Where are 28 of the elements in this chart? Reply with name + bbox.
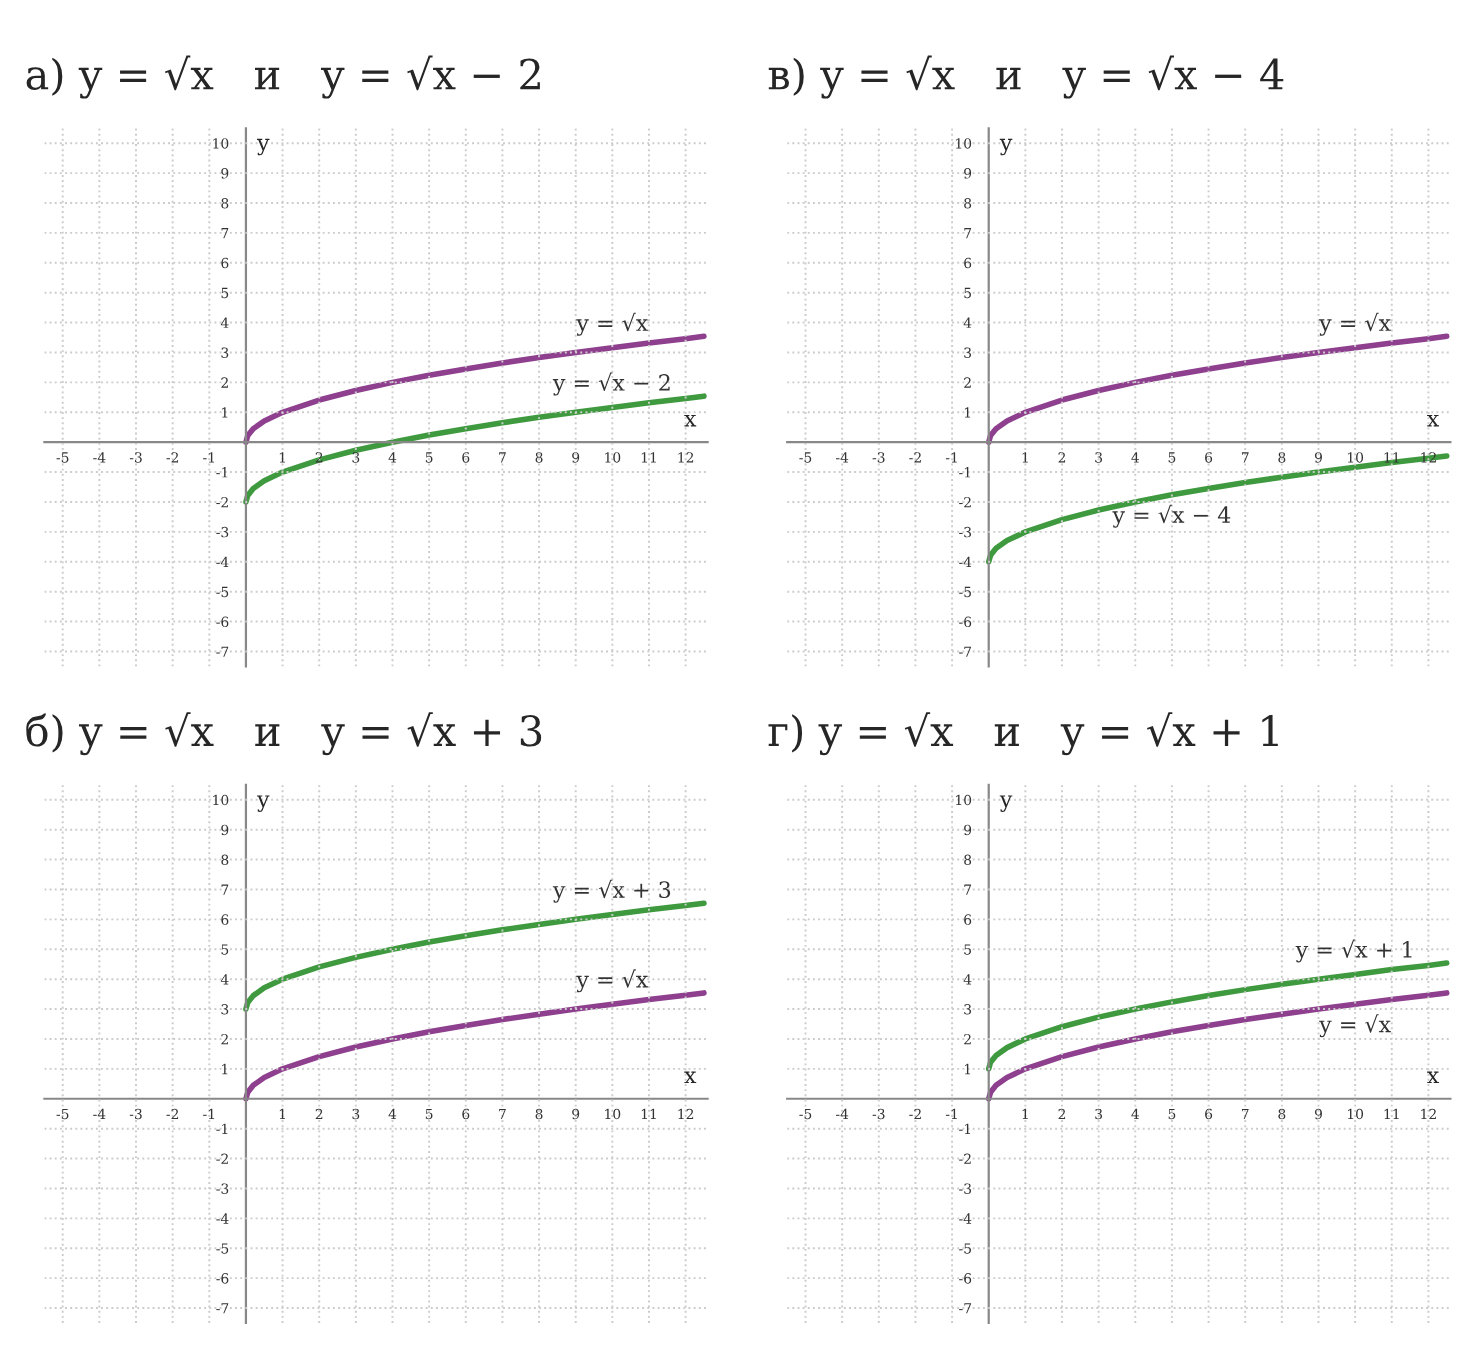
line-series — [243, 900, 707, 1012]
y-axis-title: y — [999, 795, 1013, 812]
x-axis-title: x — [1427, 1071, 1440, 1084]
line-series — [985, 333, 1450, 445]
series-label: y = √x − 2 — [552, 372, 670, 396]
y-axis-title: y — [256, 795, 270, 812]
line-series — [243, 990, 707, 1102]
x-axis-title: x — [684, 1071, 697, 1084]
chart-title: в) y = √x и y = √x − 4 — [768, 55, 1284, 99]
x-axis-title: x — [684, 414, 697, 427]
x-axis-title: x — [1427, 414, 1440, 427]
series-label: y = √x — [1319, 312, 1391, 336]
series-label: y = √x + 1 — [1295, 939, 1412, 963]
line-series — [985, 453, 1450, 565]
chart-title: б) y = √x и y = √x + 3 — [26, 712, 542, 756]
y-axis-title: y — [999, 138, 1013, 156]
line-series — [985, 960, 1450, 1072]
series-label: y = √x + 3 — [552, 879, 671, 903]
series-label: y = √x — [576, 969, 649, 993]
y-axis-title: y — [256, 138, 270, 156]
series-label: y = √x − 4 — [1112, 504, 1231, 528]
line-series — [243, 393, 707, 505]
series-label: y = √x — [1319, 1014, 1391, 1038]
chart-title: а) y = √x и y = √x − 2 — [26, 55, 540, 99]
series-label: y = √x — [576, 312, 649, 336]
line-series — [243, 333, 707, 445]
chart-title: г) y = √x и y = √x + 1 — [768, 712, 1278, 756]
line-series — [985, 990, 1450, 1102]
